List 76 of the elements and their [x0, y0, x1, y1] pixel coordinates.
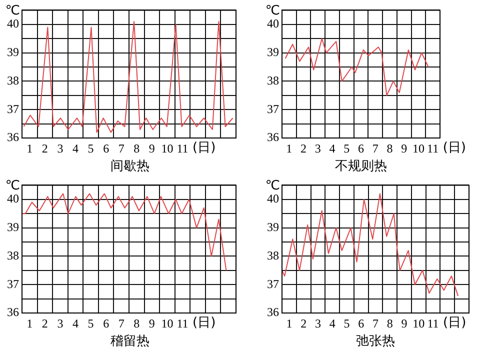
x-tick-label: 5 — [344, 141, 350, 156]
x-tick-label: 1 — [26, 141, 33, 156]
x-tick-label: 9 — [148, 316, 155, 330]
x-tick-label: 1 — [26, 316, 33, 330]
x-tick-label: 10 — [161, 141, 174, 156]
x-tick-label: 9 — [401, 141, 408, 156]
x-tick-label: 3 — [314, 316, 321, 330]
x-tick-label: 7 — [372, 141, 378, 156]
y-tick-label: 36 — [267, 130, 279, 144]
y-tick-label: 39 — [7, 220, 19, 234]
x-tick-label: 2 — [300, 316, 307, 330]
y-tick-label: 39 — [267, 220, 279, 234]
x-tick-label: 7 — [118, 316, 124, 330]
y-tick-label: 39 — [7, 44, 19, 59]
x-tick-label: 4 — [72, 316, 78, 330]
text: 稽留热 — [110, 333, 150, 350]
text: 不规则热 — [334, 158, 388, 175]
x-axis-title: (日) — [192, 315, 216, 330]
x-tick-label: 9 — [148, 141, 155, 156]
y-tick-label: 38 — [7, 73, 19, 88]
x-tick-label: 11 — [176, 141, 188, 156]
y-tick-label: 40 — [7, 16, 19, 31]
y-tick-label: 40 — [267, 16, 279, 31]
y-tick-label: 40 — [267, 192, 279, 206]
x-tick-label: 2 — [42, 316, 48, 330]
x-tick-label: 4 — [329, 141, 336, 156]
y-tick-label: 37 — [7, 276, 19, 291]
x-tick-label: 8 — [134, 316, 140, 330]
x-tick-label: 11 — [427, 141, 439, 156]
x-tick-label: 3 — [314, 141, 321, 156]
x-tick-label: 7 — [372, 316, 378, 330]
x-tick-label: 2 — [42, 141, 48, 156]
x-tick-label: 10 — [412, 141, 424, 156]
x-tick-label: 11 — [176, 316, 188, 330]
y-tick-label: 37 — [267, 102, 279, 116]
x-tick-label: 6 — [103, 316, 110, 330]
x-tick-label: 11 — [427, 316, 439, 330]
x-tick-label: 4 — [329, 316, 336, 330]
x-tick-label: 4 — [72, 141, 78, 156]
x-tick-label: 10 — [412, 316, 425, 330]
text: 弛张热 — [355, 333, 396, 350]
x-axis-title: (日) — [192, 140, 216, 156]
text: 间歇热 — [110, 158, 150, 175]
y-axis-title: ℃ — [265, 178, 280, 194]
x-tick-label: 5 — [88, 316, 94, 330]
y-axis-title: ℃ — [5, 178, 20, 194]
y-tick-label: 36 — [7, 130, 19, 144]
y-tick-label: 38 — [267, 73, 279, 88]
y-axis-title: ℃ — [5, 4, 20, 19]
x-tick-label: 3 — [57, 316, 64, 330]
y-tick-label: 37 — [7, 102, 19, 116]
y-tick-label: 40 — [7, 192, 19, 206]
y-tick-label: 36 — [267, 305, 279, 320]
x-tick-label: 8 — [134, 141, 140, 156]
x-tick-label: 10 — [161, 316, 174, 330]
y-tick-label: 36 — [7, 305, 19, 320]
x-tick-label: 6 — [358, 141, 364, 156]
x-tick-label: 7 — [118, 141, 124, 156]
x-tick-label: 8 — [386, 141, 393, 156]
x-tick-label: 9 — [401, 316, 408, 330]
x-tick-label: 5 — [88, 141, 94, 156]
x-axis-title: (日) — [442, 140, 466, 156]
x-tick-label: 6 — [103, 141, 110, 156]
y-tick-label: 38 — [7, 248, 19, 262]
x-tick-label: 2 — [300, 141, 307, 156]
x-tick-label: 3 — [57, 141, 64, 156]
y-axis-title: ℃ — [265, 4, 280, 19]
x-tick-label: 8 — [386, 316, 393, 330]
x-tick-label: 6 — [358, 316, 364, 330]
y-tick-label: 38 — [267, 248, 279, 262]
x-axis-title: (日) — [443, 315, 466, 330]
x-tick-label: 1 — [286, 141, 292, 156]
x-tick-label: 1 — [286, 316, 292, 330]
x-tick-label: 5 — [344, 316, 350, 330]
y-tick-label: 39 — [267, 44, 279, 59]
y-tick-label: 37 — [267, 276, 279, 291]
